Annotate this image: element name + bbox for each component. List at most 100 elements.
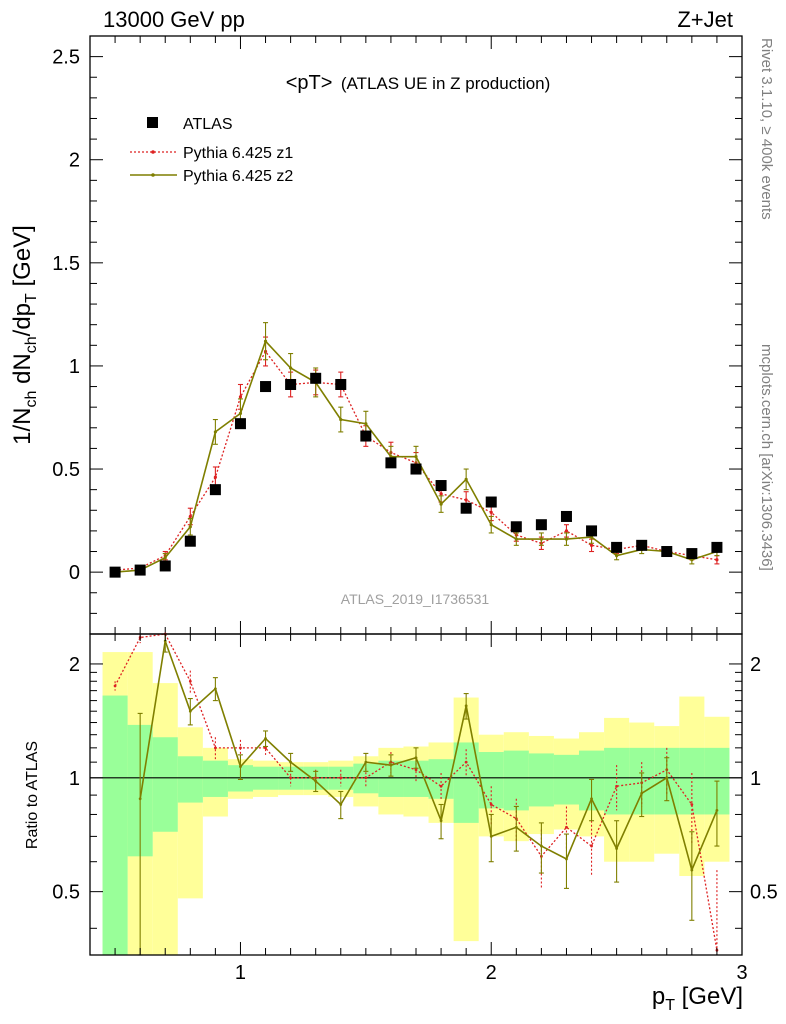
ratio-y-tick-label-right: 0.5 [750, 882, 778, 904]
z2-point [263, 339, 268, 343]
ratio-z1-point [590, 844, 593, 848]
rivet-info: Rivet 3.1.10, ≥ 400k events [758, 38, 775, 220]
z1-point [489, 510, 493, 514]
z2-point [464, 477, 468, 481]
ratio-z1-point [414, 768, 418, 772]
legend-atlas-label: ATLAS [183, 116, 233, 133]
atlas-data-point [234, 418, 246, 430]
ratio-band-inner [553, 754, 579, 805]
atlas-data-point [159, 560, 171, 572]
atlas-data-point [109, 566, 121, 578]
y-tick-label: 2.5 [52, 47, 80, 69]
ratio-band-inner [152, 737, 178, 832]
z1-point [715, 558, 719, 562]
ratio-panel: 1 2 3 0.5 0.5 1 1 2 2 [52, 632, 778, 984]
mcplots-info: mcplots.cern.ch [arXiv:1306.3436] [758, 344, 775, 571]
x-tick-label: 3 [736, 962, 747, 984]
ratio-z2-point [464, 704, 468, 708]
ratio-z2-line [139, 640, 718, 873]
legend: ATLAS Pythia 6.425 z1 Pythia 6.425 z2 [130, 116, 293, 185]
ratio-z2-point [565, 857, 568, 861]
ratio-z1-point [213, 746, 217, 750]
ratio-z1-point [113, 684, 117, 688]
legend-z1-marker [151, 150, 155, 154]
ratio-band-inner [177, 756, 203, 803]
z2-point [188, 525, 192, 529]
ratio-z2-point [539, 844, 543, 848]
z2-point [364, 422, 368, 426]
z1-point [213, 475, 217, 479]
ratio-z1-point [289, 776, 293, 780]
ratio-z2-point [389, 763, 393, 767]
z1-point [238, 395, 243, 399]
ratio-z2-point [138, 797, 142, 801]
ratio-z2-point [715, 808, 719, 812]
y-tick-label: 0.5 [52, 459, 80, 481]
atlas-data-point [686, 548, 698, 560]
ratio-z2-point [514, 825, 518, 829]
z2-point [213, 430, 217, 434]
z1-point [439, 492, 443, 496]
ratio-z2-point [188, 709, 192, 713]
plot-title: <pT> (ATLAS UE in Z production) [286, 72, 551, 94]
atlas-data-point [636, 539, 648, 551]
main-panel: 0 0.5 1 1.5 2 2.5 [52, 35, 743, 635]
ratio-band-inner [453, 742, 479, 823]
ratio-band-inner [528, 753, 554, 807]
ratio-y-tick-label-right: 2 [750, 654, 761, 676]
z1-point [564, 529, 569, 533]
ratio-z2-point [665, 776, 669, 780]
plot-title-main: <pT> [286, 72, 333, 94]
ratio-z2-point [364, 760, 368, 764]
atlas-data-point [335, 378, 347, 390]
atlas-data-point [209, 484, 221, 496]
atlas-data-point [460, 502, 472, 514]
ratio-z2-point [213, 687, 217, 691]
z2-point [289, 366, 293, 370]
z2-point [539, 537, 543, 541]
atlas-data-point [360, 430, 372, 442]
ratio-z1-point [615, 784, 619, 788]
legend-z1-label: Pythia 6.425 z1 [183, 145, 293, 162]
atlas-data-point [611, 541, 623, 553]
ratio-band-inner [202, 760, 228, 797]
ratio-band-inner [604, 747, 630, 815]
atlas-data-point [711, 541, 723, 553]
header-right: Z+Jet [677, 7, 733, 32]
ratio-z2-point [615, 847, 619, 850]
z1-point [589, 543, 594, 547]
x-tick-label: 2 [486, 962, 497, 984]
ratio-y-tick-label-right: 1 [750, 768, 761, 790]
ratio-z2-point [489, 834, 493, 838]
ratio-y-tick-label: 1 [69, 768, 80, 790]
ratio-z1-point [188, 679, 192, 683]
legend-z2-label: Pythia 6.425 z2 [183, 168, 293, 185]
z2-point [339, 417, 343, 422]
atlas-data-point [560, 510, 572, 522]
z2-point [564, 537, 569, 541]
analysis-watermark: ATLAS_2019_I1736531 [341, 591, 490, 607]
z1-point [188, 514, 192, 519]
x-axis-label: pT [GeV] [652, 983, 743, 1014]
ratio-z2-point [289, 760, 293, 764]
atlas-data-point [485, 496, 497, 508]
ratio-z1-point [439, 784, 443, 788]
ratio-y-axis-label: Ratio to ATLAS [24, 741, 41, 849]
ratio-z2-point [414, 756, 418, 760]
ratio-z2-point [239, 765, 242, 769]
ratio-z1-point [565, 825, 568, 829]
legend-z2-marker [151, 173, 155, 177]
atlas-data-point [134, 564, 146, 576]
z2-point [489, 523, 493, 527]
legend-atlas-marker [147, 117, 158, 128]
ratio-z1-point [489, 803, 493, 806]
ratio-y-tick-label: 2 [69, 654, 80, 676]
z2-point [615, 554, 619, 558]
atlas-data-point [385, 457, 397, 469]
atlas-data-point [260, 381, 272, 393]
z2-point [514, 537, 518, 541]
atlas-data-point [410, 463, 422, 475]
x-tick-label: 1 [235, 962, 246, 984]
y-tick-label: 1 [69, 356, 80, 378]
y-axis-label: 1/Nch dNch/dpT [GeV] [9, 225, 40, 445]
